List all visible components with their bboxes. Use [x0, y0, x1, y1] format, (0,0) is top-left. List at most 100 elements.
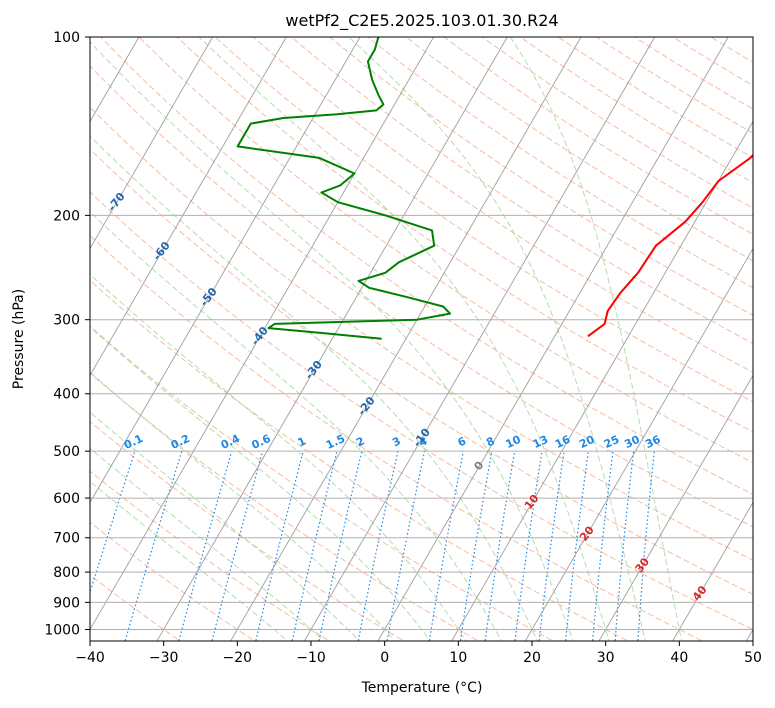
isotherm-label: -80	[57, 145, 80, 169]
moist-adiabat-line	[90, 411, 361, 641]
moist-adiabat-line	[90, 273, 467, 641]
mixing-ratio-label: 10	[504, 433, 524, 451]
isotherm-line	[90, 37, 435, 631]
isotherm-line	[377, 37, 729, 641]
isotherm-line	[90, 37, 287, 377]
y-axis: 1000 900 800 700 600 500 400 300 200 100	[44, 30, 90, 639]
mixing-ratio-line	[357, 450, 399, 641]
isotherm-lines	[90, 37, 753, 641]
chart-title: wetPf2_C2E5.2025.103.01.30.R24	[285, 11, 558, 31]
dry-adiabat-line	[90, 279, 629, 641]
isotherm-label: 40	[690, 583, 710, 603]
mixing-ratio-label: 13	[531, 433, 550, 451]
mixing-ratio-line	[538, 451, 565, 641]
dry-adiabat-line	[90, 521, 256, 641]
isotherm-label: -30	[302, 358, 325, 382]
mixing-ratio-line	[386, 450, 426, 641]
isotherm-line	[598, 374, 753, 641]
dry-adiabat-line	[90, 235, 704, 641]
x-tick-label: 40	[670, 650, 688, 666]
mixing-ratio-line	[211, 450, 264, 641]
dry-adiabat-line	[138, 37, 753, 464]
isotherm-line	[230, 37, 582, 641]
isotherm-line	[90, 37, 140, 123]
isotherm-line	[90, 37, 361, 504]
mixing-ratio-label: 2	[354, 434, 366, 449]
isotherm-label: 0	[472, 459, 487, 473]
x-axis: −40 −30 −20 −10 0 10 20 30 40 50	[75, 641, 762, 666]
y-tick-label: 700	[53, 531, 80, 547]
y-tick-label: 300	[53, 313, 80, 329]
y-tick-label: 500	[53, 444, 80, 460]
isotherm-line	[90, 37, 214, 250]
moist-adiabat-line	[348, 37, 646, 641]
y-tick-label: 1000	[44, 623, 80, 639]
moist-adiabat-line	[90, 41, 574, 641]
mixing-ratio-label: 1.5	[324, 432, 347, 452]
dry-adiabat-line	[252, 37, 753, 373]
moist-adiabat-line	[198, 37, 610, 641]
dry-adiabat-line	[557, 37, 753, 159]
dry-adiabat-line	[633, 37, 753, 110]
dry-adiabat-line	[176, 37, 753, 433]
pressure-gridlines	[90, 37, 753, 630]
mixing-ratio-label: 1	[296, 434, 308, 449]
mixing-ratio-line	[565, 451, 589, 641]
mixing-ratio-line	[428, 450, 464, 641]
x-tick-label: −40	[75, 650, 105, 666]
sounding-series	[236, 37, 753, 340]
dry-adiabat-line	[328, 37, 753, 316]
mixing-ratio-label: 0.6	[250, 432, 273, 452]
mixing-ratio-label: 0.1	[122, 432, 145, 452]
mixing-ratio-label: 6	[456, 434, 469, 449]
y-tick-label: 600	[53, 491, 80, 507]
dry-adiabat-line	[90, 148, 753, 595]
dry-adiabat-line	[90, 106, 753, 561]
dry-adiabat-line	[481, 37, 753, 209]
moist-adiabat-line	[90, 447, 325, 641]
plot-frame	[89, 36, 754, 642]
y-tick-label: 800	[53, 565, 80, 581]
dry-adiabat-line	[290, 37, 753, 344]
x-tick-label: −30	[149, 650, 179, 666]
isotherm-label: -20	[355, 394, 378, 418]
x-axis-label: Temperature (°C)	[361, 680, 483, 696]
moist-adiabats	[90, 37, 683, 641]
mixing-ratio-line	[124, 450, 183, 641]
y-tick-label: 100	[53, 30, 80, 46]
mixing-ratio-line	[614, 451, 635, 641]
mixing-ratio-line	[255, 450, 304, 641]
mixing-ratio-line	[318, 450, 363, 641]
isotherm-line	[672, 501, 753, 641]
isotherm-line	[303, 37, 656, 641]
dry-adiabat-line	[671, 37, 753, 87]
y-tick-label: 400	[53, 387, 80, 403]
y-axis-label: Pressure (hPa)	[11, 289, 27, 389]
mixing-ratio-label: 3	[390, 434, 402, 449]
isotherm-label: -60	[150, 239, 173, 263]
dry-adiabat-line	[100, 37, 753, 495]
x-tick-label: 30	[597, 650, 615, 666]
mixing-ratio-label: 36	[643, 433, 663, 451]
dry-adiabat-line	[90, 191, 753, 631]
x-tick-label: 0	[380, 650, 389, 666]
moist-adiabat-line	[509, 37, 683, 641]
mixing-ratio-line	[592, 451, 614, 641]
moist-adiabat-line	[90, 135, 538, 641]
dry-adiabat-line	[90, 470, 331, 641]
mixing-ratio-line	[90, 450, 136, 595]
y-tick-label: 200	[53, 208, 80, 224]
isotherm-label: -90	[15, 92, 38, 116]
moist-adiabat-line	[90, 326, 431, 641]
mixing-ratio-line	[459, 450, 493, 641]
x-tick-label: −10	[296, 650, 326, 666]
x-tick-label: 50	[744, 650, 762, 666]
isotherm-line	[156, 37, 508, 641]
dry-adiabat-line	[90, 372, 480, 641]
mixing-ratio-label: 25	[602, 433, 621, 451]
dry-adiabat-line	[90, 420, 405, 641]
mixing-ratio-lines	[90, 450, 655, 641]
mixing-ratio-line	[484, 450, 516, 641]
x-tick-label: −20	[223, 650, 253, 666]
